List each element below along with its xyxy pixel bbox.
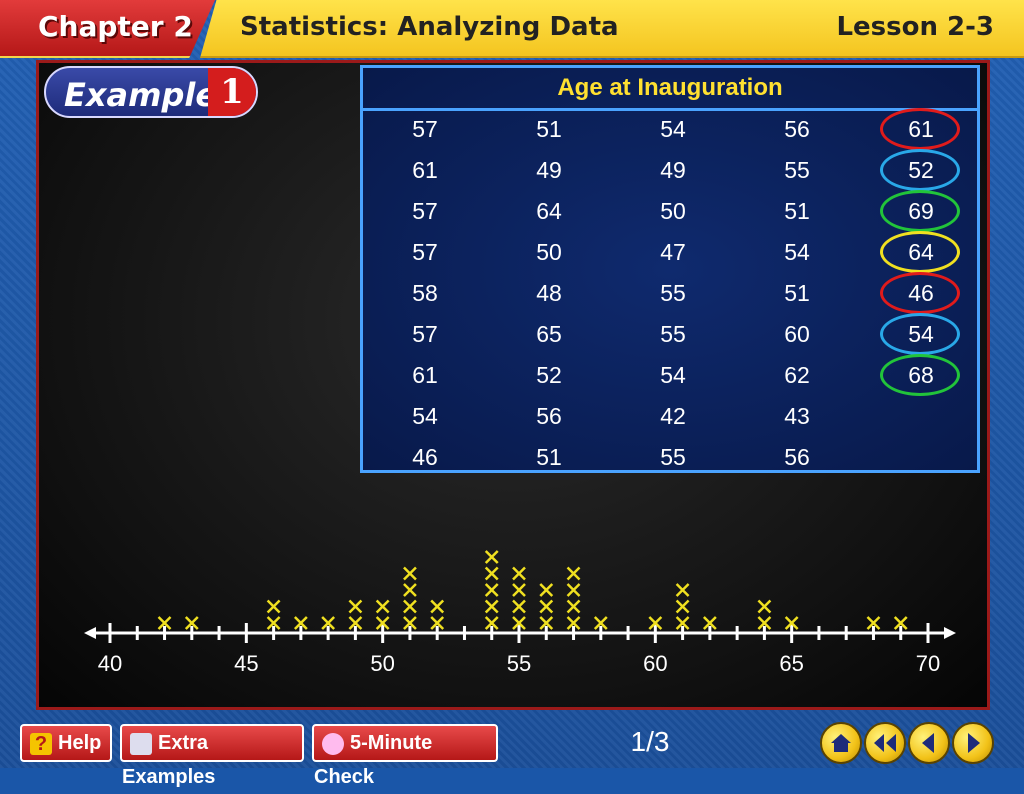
circle-highlight (880, 231, 960, 273)
table-cell: 51 (536, 444, 562, 470)
clock-icon (322, 732, 344, 755)
table-cell: 57 (412, 116, 438, 142)
chapter-tab: Chapter 2 (0, 0, 215, 58)
example-number: 1 (208, 68, 256, 116)
page-title: Statistics: Analyzing Data (240, 12, 619, 42)
table-cell: 43 (784, 403, 810, 429)
table-cell: 46 (412, 444, 438, 470)
table-cell: 48 (536, 280, 562, 306)
circle-highlight (880, 272, 960, 314)
table-cell: 65 (536, 321, 562, 347)
double-left-arrow-icon (874, 734, 896, 752)
table-cell: 42 (660, 403, 686, 429)
question-icon: ? (30, 732, 52, 755)
table-cell: 58 (412, 280, 438, 306)
table-cell: 55 (660, 444, 686, 470)
table-cell: 51 (784, 280, 810, 306)
table-cell: 54 (412, 403, 438, 429)
table-cell: 57 (412, 239, 438, 265)
table-cell: 51 (536, 116, 562, 142)
circle-highlight (880, 313, 960, 355)
table-cell: 64 (536, 198, 562, 224)
age-table: Age at Inauguration 57 51 54 56 61 61 49 49 55 52… (360, 65, 980, 473)
example-word: Example (64, 76, 218, 114)
table-cell: 62 (784, 362, 810, 388)
table-cell: 54 (660, 116, 686, 142)
table-cell: 55 (784, 157, 810, 183)
table-cell: 56 (784, 444, 810, 470)
right-arrow-icon (968, 733, 980, 753)
table-cell: 57 (412, 198, 438, 224)
table-cell: 57 (412, 321, 438, 347)
table-cell: 56 (784, 116, 810, 142)
circle-highlight (880, 354, 960, 396)
computer-icon (130, 732, 152, 755)
circle-highlight (880, 149, 960, 191)
previous-slide-button[interactable] (908, 722, 950, 764)
table-cell: 55 (660, 280, 686, 306)
table-cell: 61 (412, 362, 438, 388)
title-bar: Statistics: Analyzing Data Lesson 2-3 (200, 0, 1024, 58)
first-slide-button[interactable] (864, 722, 906, 764)
five-minute-check-button[interactable]: 5-Minute Check (312, 724, 498, 788)
table-cell: 54 (784, 239, 810, 265)
help-label: Help (58, 732, 102, 754)
table-cell: 55 (660, 321, 686, 347)
extra-examples-button[interactable]: Extra Examples (120, 724, 304, 788)
page-indicator: 1/3 (630, 726, 670, 757)
table-cell: 54 (660, 362, 686, 388)
table-title: Age at Inauguration (363, 68, 977, 111)
table-cell: 61 (412, 157, 438, 183)
table-cell: 56 (536, 403, 562, 429)
table-cell: 52 (536, 362, 562, 388)
table-cell: 51 (784, 198, 810, 224)
home-icon (831, 734, 851, 752)
next-slide-button[interactable] (952, 722, 994, 764)
circle-highlight (880, 108, 960, 150)
help-button[interactable]: ? Help (20, 724, 112, 762)
table-cell: 50 (660, 198, 686, 224)
table-cell: 60 (784, 321, 810, 347)
chapter-label: Chapter 2 (38, 10, 193, 43)
lesson-label: Lesson 2-3 (836, 12, 994, 42)
table-cell: 50 (536, 239, 562, 265)
table-cell: 47 (660, 239, 686, 265)
left-arrow-icon (922, 733, 934, 753)
table-cell: 49 (536, 157, 562, 183)
table-cell: 49 (660, 157, 686, 183)
circle-highlight (880, 190, 960, 232)
example-badge: Example 1 (44, 66, 258, 118)
home-button[interactable] (820, 722, 862, 764)
header: Chapter 2 Statistics: Analyzing Data Les… (0, 0, 1024, 58)
